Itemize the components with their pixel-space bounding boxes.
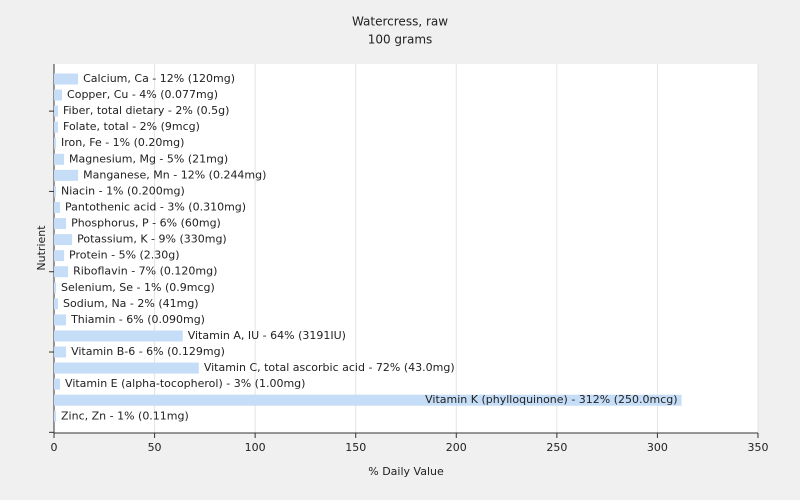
bar-label: Thiamin - 6% (0.090mg) <box>70 313 205 326</box>
x-tick-label: 50 <box>148 441 162 454</box>
bar-label: Iron, Fe - 1% (0.20mg) <box>61 136 184 149</box>
bar <box>54 73 79 85</box>
bar-label: Manganese, Mn - 12% (0.244mg) <box>83 168 266 181</box>
bar <box>54 314 67 326</box>
x-tick-label: 350 <box>748 441 769 454</box>
bar-label: Folate, total - 2% (9mcg) <box>63 120 200 133</box>
bar <box>54 266 69 278</box>
bar <box>54 169 79 181</box>
bar-label: Potassium, K - 9% (330mg) <box>77 233 227 246</box>
bar-label: Vitamin K (phylloquinone) - 312% (250.0m… <box>425 393 677 406</box>
bar <box>54 185 57 197</box>
bar <box>54 378 61 390</box>
bar <box>54 201 61 213</box>
bar <box>54 218 67 230</box>
bar-label: Fiber, total dietary - 2% (0.5g) <box>63 104 229 117</box>
bar-label: Vitamin C, total ascorbic acid - 72% (43… <box>204 361 455 374</box>
bar-label: Riboflavin - 7% (0.120mg) <box>73 265 217 278</box>
chart-subtitle: 100 grams <box>368 33 433 47</box>
bar-label: Magnesium, Mg - 5% (21mg) <box>69 152 228 165</box>
bar-label: Zinc, Zn - 1% (0.11mg) <box>61 409 189 422</box>
x-tick-label: 100 <box>245 441 266 454</box>
bar-label: Vitamin E (alpha-tocopherol) - 3% (1.00m… <box>65 377 305 390</box>
x-tick-label: 300 <box>647 441 668 454</box>
bar-label: Vitamin A, IU - 64% (3191IU) <box>188 329 346 342</box>
x-tick-label: 150 <box>345 441 366 454</box>
bar <box>54 298 59 310</box>
bar-label: Phosphorus, P - 6% (60mg) <box>71 217 221 230</box>
bar <box>54 282 57 294</box>
bar <box>54 153 65 165</box>
bar <box>54 105 59 117</box>
bar-label: Sodium, Na - 2% (41mg) <box>63 297 199 310</box>
bar-label: Pantothenic acid - 3% (0.310mg) <box>65 200 246 213</box>
bar-label: Vitamin B-6 - 6% (0.129mg) <box>71 345 225 358</box>
bar-label: Copper, Cu - 4% (0.077mg) <box>67 88 218 101</box>
bar <box>54 410 57 422</box>
bar-label: Niacin - 1% (0.200mg) <box>61 184 185 197</box>
bar <box>54 250 65 262</box>
bar <box>54 394 682 406</box>
bar <box>54 330 183 342</box>
bar <box>54 234 73 246</box>
bar <box>54 121 59 133</box>
x-tick-label: 250 <box>546 441 567 454</box>
bar <box>54 137 57 149</box>
bar-label: Protein - 5% (2.30g) <box>69 249 180 262</box>
x-axis-label: % Daily Value <box>368 465 444 478</box>
bar <box>54 89 63 101</box>
bar <box>54 346 67 358</box>
bar-label: Selenium, Se - 1% (0.9mcg) <box>61 281 215 294</box>
x-tick-label: 200 <box>446 441 467 454</box>
y-axis-label: Nutrient <box>35 225 48 271</box>
bar-label: Calcium, Ca - 12% (120mg) <box>83 72 235 85</box>
bar <box>54 362 199 374</box>
chart-title: Watercress, raw <box>352 15 448 29</box>
x-tick-label: 0 <box>51 441 58 454</box>
